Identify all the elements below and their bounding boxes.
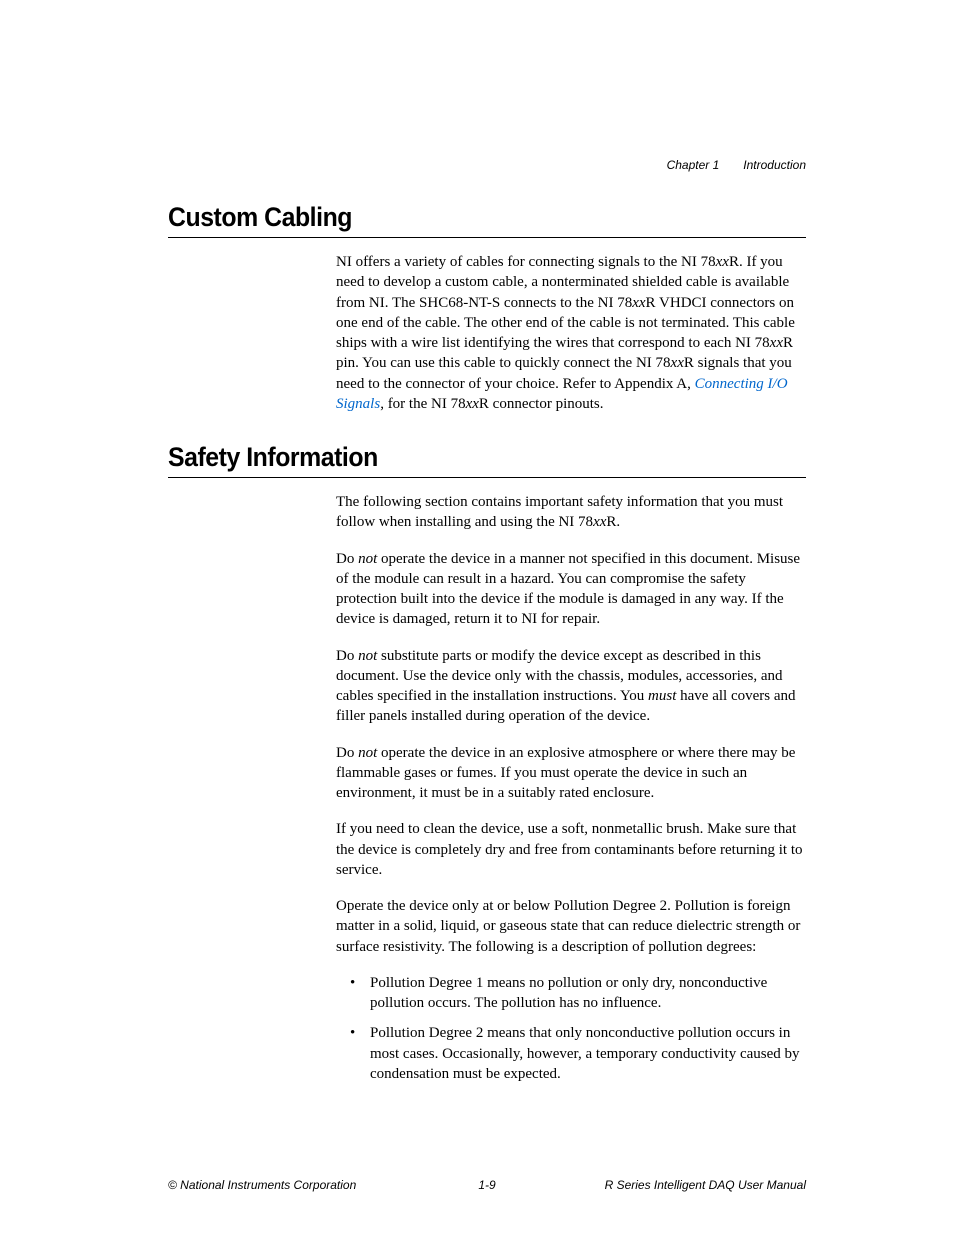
- page-content: Chapter 1 Introduction Custom Cabling NI …: [168, 158, 806, 1094]
- custom-cabling-body: NI offers a variety of cables for connec…: [336, 252, 806, 414]
- safety-paragraph: Do not substitute parts or modify the de…: [336, 646, 806, 727]
- footer-copyright: © National Instruments Corporation: [168, 1178, 356, 1192]
- running-header: Chapter 1 Introduction: [667, 158, 806, 172]
- safety-paragraph: The following section contains important…: [336, 492, 806, 533]
- safety-paragraph: Operate the device only at or below Poll…: [336, 896, 806, 957]
- safety-body: The following section contains important…: [336, 492, 806, 1084]
- list-item: Pollution Degree 2 means that only nonco…: [336, 1023, 806, 1084]
- safety-paragraph: Do not operate the device in an explosiv…: [336, 743, 806, 804]
- header-title: Introduction: [743, 158, 806, 172]
- safety-paragraph: If you need to clean the device, use a s…: [336, 819, 806, 880]
- header-chapter: Chapter 1: [667, 158, 720, 172]
- pollution-degree-list: Pollution Degree 1 means no pollution or…: [336, 973, 806, 1084]
- custom-cabling-paragraph: NI offers a variety of cables for connec…: [336, 252, 806, 414]
- footer-manual-title: R Series Intelligent DAQ User Manual: [605, 1178, 806, 1192]
- heading-rule: [168, 477, 806, 478]
- heading-safety-information: Safety Information: [168, 442, 755, 473]
- list-item: Pollution Degree 1 means no pollution or…: [336, 973, 806, 1014]
- heading-custom-cabling: Custom Cabling: [168, 202, 755, 233]
- footer-page-number: 1-9: [478, 1178, 495, 1192]
- safety-paragraph: Do not operate the device in a manner no…: [336, 549, 806, 630]
- heading-rule: [168, 237, 806, 238]
